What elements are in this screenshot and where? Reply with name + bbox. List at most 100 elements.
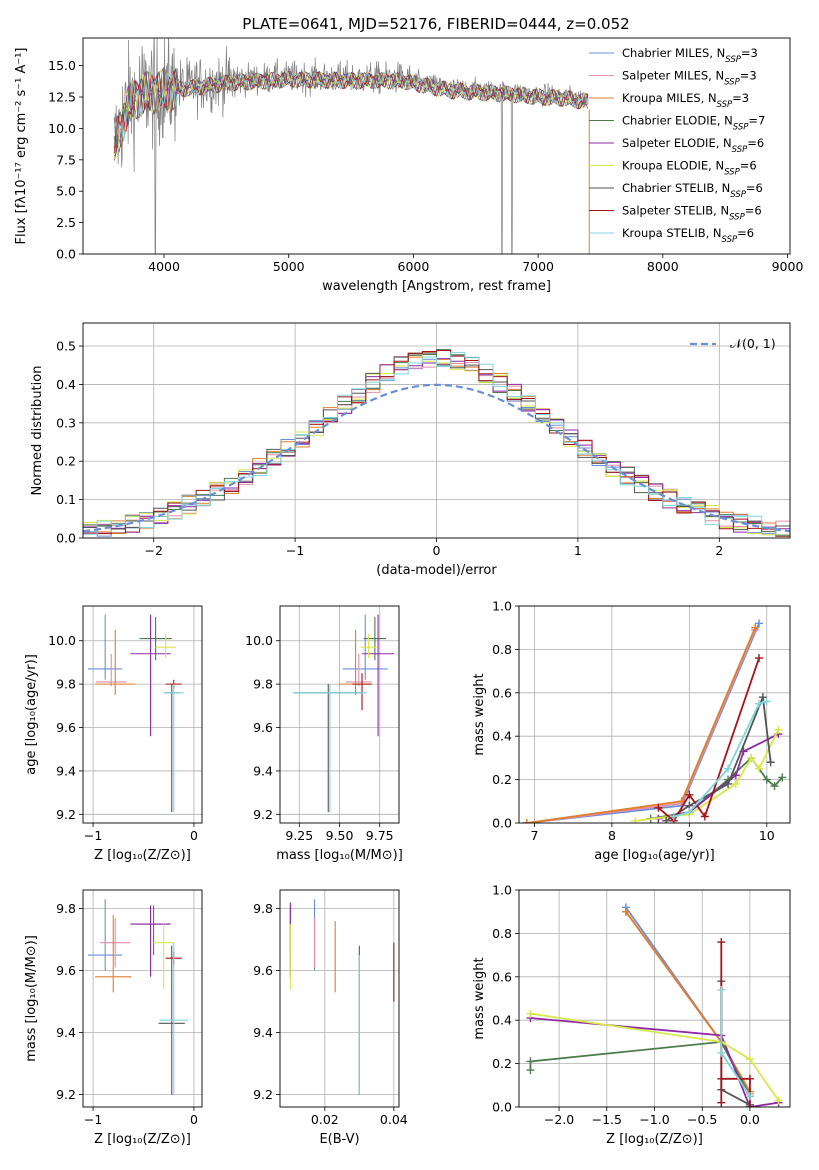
y-tick-label: 9.2 (56, 807, 76, 822)
x-axis-label: mass [log₁₀(M/M⊙)] (276, 848, 403, 863)
series-marker (747, 753, 756, 762)
y-axis-label: age [log₁₀(age/yr)] (24, 654, 39, 775)
axes-residuals: −2 −1 0 1 2 0.0 0.1 0.2 0.3 0.4 0.5 (data-model)/er… (30, 322, 791, 578)
axes-frame (82, 605, 203, 824)
series-marker (669, 812, 678, 821)
series-marker (717, 938, 726, 947)
x-tick-label: 0 (190, 1112, 198, 1127)
errorbar-point (96, 653, 127, 687)
y-tick-label: 12.5 (48, 90, 76, 105)
y-tick-label: 0.0 (492, 1100, 512, 1115)
errorbar-point (88, 614, 123, 680)
y-tick-label: 10.0 (245, 633, 273, 648)
x-tick-label: 0.0 (740, 1112, 760, 1127)
series-marker (755, 699, 764, 708)
series-marker (662, 816, 671, 823)
y-axis-label: mass weight (472, 673, 487, 755)
y-tick-label: 9.4 (56, 1025, 76, 1040)
series-line (530, 1017, 779, 1107)
errorbar-point (164, 684, 179, 813)
series-marker (654, 803, 663, 812)
series-marker (751, 623, 760, 632)
errorbar-point (363, 616, 387, 661)
x-tick-label: 6000 (398, 259, 430, 274)
axes-age_vs_mass: 9.25 9.50 9.75 9.2 9.4 9.6 9.8 10.0 mass [log₁₀(… (245, 605, 403, 863)
series-marker (731, 779, 740, 788)
errorbar-point (345, 653, 372, 687)
series-marker (526, 1057, 535, 1066)
series-marker (758, 693, 767, 702)
y-tick-label: 15.0 (48, 58, 76, 73)
y-tick-label: 0.4 (56, 377, 76, 392)
x-tick-label: −1 (84, 828, 102, 843)
figure-title: PLATE=0641, MJD=52176, FIBERID=0444, z=0… (242, 15, 629, 33)
x-tick-label: 9 (685, 828, 693, 843)
mass-weight-series (522, 619, 764, 823)
plot-area (88, 614, 184, 813)
errorbar-point (100, 917, 131, 968)
x-tick-label: 7000 (522, 259, 554, 274)
y-tick-label: 0.4 (492, 729, 512, 744)
axes-frame (279, 889, 400, 1108)
series-line (530, 1012, 780, 1102)
series-marker (717, 1098, 726, 1107)
series-marker (774, 1096, 783, 1105)
errorbar-point (360, 634, 377, 659)
errorbar-point (163, 684, 184, 813)
y-tick-label: 9.4 (253, 1025, 273, 1040)
errorbar-point (159, 942, 188, 1095)
observed-spectrum-line (113, 38, 589, 254)
errorbar-point (294, 684, 363, 813)
model-spectrum-line (113, 71, 589, 140)
mass-weight-series (522, 625, 760, 823)
series-marker (631, 816, 640, 823)
series-marker (677, 797, 686, 806)
x-tick-label: −1.5 (592, 1112, 622, 1127)
y-tick-label: 9.6 (253, 720, 273, 735)
series-marker (717, 985, 726, 994)
y-tick-label: 9.6 (253, 963, 273, 978)
series-marker (685, 790, 694, 799)
series-marker (745, 1092, 754, 1101)
series-line (720, 942, 751, 1107)
y-axis-label: Normed distribution (30, 366, 45, 496)
y-tick-label: 9.8 (253, 677, 273, 692)
residual-histogram (83, 350, 790, 537)
mass-weight-series (717, 938, 754, 1107)
legend-label: Kroupa ELODIE, NSSP=6 (622, 159, 757, 178)
x-tick-label: 5000 (273, 259, 305, 274)
axes-age_vs_Z: −1 0 9.2 9.4 9.6 9.8 10.0 Z [log₁₀(Z/Z⊙)] age [l… (24, 605, 203, 863)
mass-weight-series (669, 697, 771, 821)
series-marker (717, 1074, 726, 1083)
series-marker (762, 775, 771, 784)
errorbar-point (130, 614, 171, 737)
plot-area (83, 349, 790, 537)
y-tick-label: 0.2 (492, 772, 512, 787)
y-tick-label: 0.8 (492, 642, 512, 657)
series-line (526, 623, 760, 823)
plot-area (522, 619, 787, 823)
series-marker (526, 1066, 535, 1075)
y-tick-label: 10.0 (48, 121, 76, 136)
y-tick-label: 9.8 (56, 677, 76, 692)
x-tick-label: 4000 (148, 259, 180, 274)
series-marker (685, 808, 694, 817)
x-tick-label: 0.04 (380, 1112, 408, 1127)
plot-area (88, 899, 188, 1095)
legend-label: Chabrier MILES, NSSP=3 (622, 46, 758, 65)
residual-histogram (83, 352, 790, 537)
y-tick-label: 2.5 (56, 215, 76, 230)
x-axis-label: Z [log₁₀(Z/Z⊙)] (94, 1132, 191, 1147)
series-marker (745, 1103, 754, 1107)
plot-area (113, 38, 590, 254)
series-marker (778, 773, 787, 782)
legend-label: Salpeter STELIB, NSSP=6 (622, 204, 762, 223)
y-tick-label: 9.4 (253, 763, 273, 778)
axes-frame (82, 322, 791, 539)
mass-weight-series (654, 654, 764, 823)
y-tick-label: 9.6 (56, 963, 76, 978)
series-marker (700, 812, 709, 821)
series-marker (731, 771, 740, 780)
legend-label: Salpeter MILES, NSSP=3 (622, 69, 757, 88)
